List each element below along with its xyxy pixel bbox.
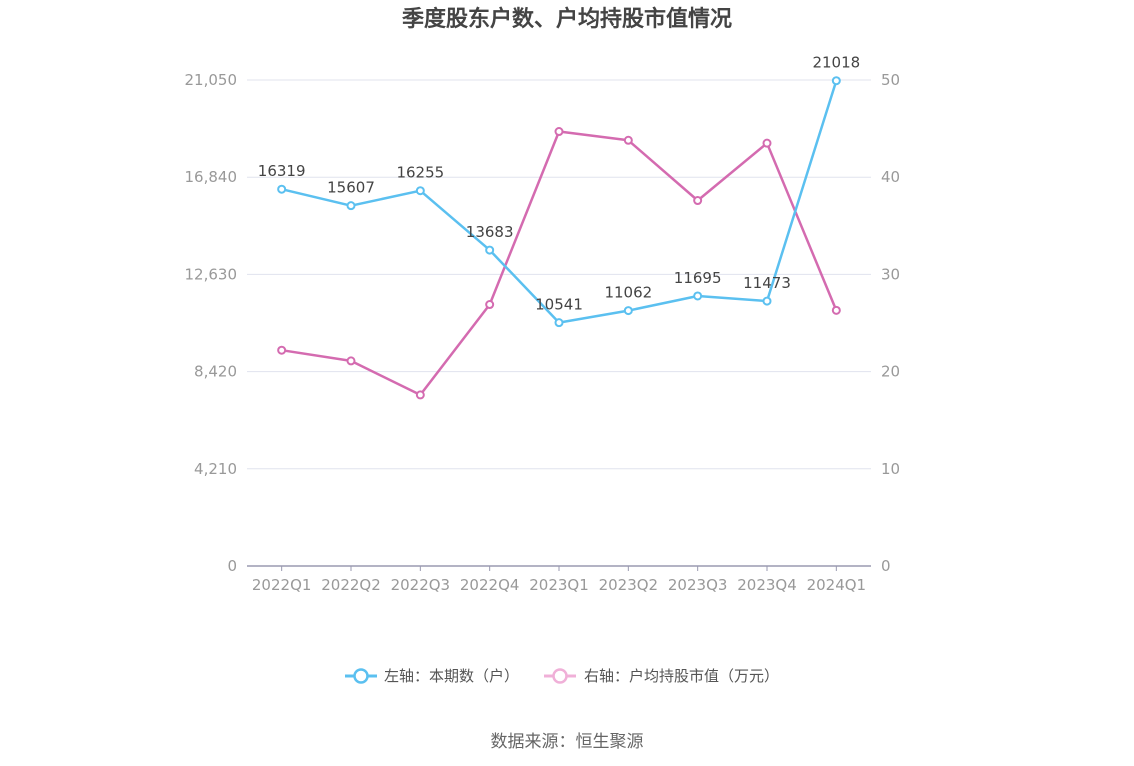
x-axis-tick-label: 2023Q1 (529, 576, 589, 594)
left-axis-tick-label: 0 (227, 557, 237, 575)
data-point[interactable] (485, 245, 495, 255)
data-label: 15607 (327, 179, 375, 197)
data-point[interactable] (554, 127, 564, 137)
x-axis-ticks: 2022Q1 2022Q2 2022Q3 2022Q4 2023Q1 2023Q2 2023… (252, 566, 866, 594)
series-left: 16319 15607 16255 13683 10541 11062 11695 11473… (258, 54, 860, 328)
data-point[interactable] (831, 305, 841, 315)
series-line (281, 130, 838, 397)
data-point[interactable] (554, 318, 564, 328)
data-point[interactable] (346, 201, 356, 211)
data-point[interactable] (346, 356, 356, 366)
left-axis-tick-label: 4,210 (194, 460, 237, 478)
legend-right-series-label: 右轴：户均持股市值（万元） (584, 667, 779, 685)
chart-title: 季度股东户数、户均持股市值情况 (402, 6, 732, 32)
right-axis-tick-label: 40 (881, 168, 900, 186)
data-point[interactable] (831, 76, 841, 86)
data-label: 16319 (258, 162, 306, 180)
data-point[interactable] (277, 345, 287, 355)
data-point[interactable] (415, 390, 425, 400)
data-point[interactable] (623, 135, 633, 145)
x-axis-tick-label: 2023Q3 (668, 576, 728, 594)
legend-left-series-marker (353, 668, 369, 684)
data-label: 10541 (535, 296, 583, 314)
right-axis-tick-label: 10 (881, 460, 900, 478)
x-axis-tick-label: 2022Q2 (321, 576, 381, 594)
legend-right-series-marker (552, 668, 568, 684)
right-axis-tick-label: 50 (881, 71, 900, 89)
data-point[interactable] (762, 138, 772, 148)
right-axis-tick-label: 0 (881, 557, 891, 575)
left-axis-tick-label: 8,420 (194, 363, 237, 381)
data-label: 13683 (466, 223, 514, 241)
x-axis-tick-label: 2023Q2 (599, 576, 659, 594)
series-group: 16319 15607 16255 13683 10541 11062 11695 11473… (258, 54, 860, 400)
right-axis-tick-label: 20 (881, 363, 900, 381)
x-axis-tick-label: 2022Q4 (460, 576, 520, 594)
data-source: 数据来源：恒生聚源 (491, 732, 644, 752)
left-axis-tick-label: 16,840 (185, 168, 238, 186)
data-label: 11473 (743, 274, 791, 292)
x-axis-tick-label: 2022Q3 (391, 576, 451, 594)
left-axis-tick-label: 12,630 (185, 265, 238, 283)
left-axis-tick-label: 21,050 (185, 71, 238, 89)
legend-left-series-label: 左轴：本期数（户） (384, 667, 519, 685)
x-axis-tick-label: 2024Q1 (807, 576, 867, 594)
legend-item-left-series[interactable]: 左轴：本期数（户） (345, 667, 519, 685)
legend-item-right-series[interactable]: 右轴：户均持股市值（万元） (544, 667, 779, 685)
legend: 左轴：本期数（户） 右轴：户均持股市值（万元） (345, 667, 779, 685)
series-right (277, 127, 841, 400)
data-label: 21018 (812, 54, 860, 72)
left-axis-ticks: 0 4,210 8,420 12,630 16,840 21,050 (185, 71, 238, 575)
data-point[interactable] (415, 186, 425, 196)
data-point[interactable] (762, 296, 772, 306)
x-axis-tick-label: 2023Q4 (737, 576, 797, 594)
data-point[interactable] (485, 300, 495, 310)
right-axis-tick-label: 30 (881, 265, 900, 283)
data-label: 16255 (396, 164, 444, 182)
right-axis-ticks: 0 10 20 30 40 50 (881, 71, 900, 575)
data-point[interactable] (623, 306, 633, 316)
x-axis-tick-label: 2022Q1 (252, 576, 312, 594)
data-point[interactable] (693, 196, 703, 206)
data-point[interactable] (693, 291, 703, 301)
data-label: 11695 (674, 269, 722, 287)
data-label: 11062 (604, 284, 652, 302)
data-point[interactable] (277, 184, 287, 194)
